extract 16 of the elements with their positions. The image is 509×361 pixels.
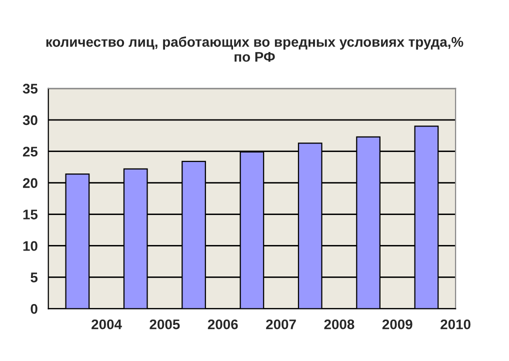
x-tick-label: 2009 [382, 319, 412, 330]
y-tick-label: 0 [30, 304, 38, 314]
y-tick-label: 15 [23, 210, 38, 220]
y-tick-label: 20 [22, 178, 38, 188]
x-tick-label: 2006 [208, 319, 238, 330]
x-tick-label: 2005 [150, 319, 180, 330]
chart-title: количество лиц, работающих во вредных условиях труда,% по РФ [46, 36, 464, 62]
x-tick-label: 2004 [92, 319, 122, 330]
y-tick-label: 25 [22, 146, 38, 157]
y-tick-label: 30 [22, 115, 38, 126]
x-tick-label: 2010 [440, 319, 470, 330]
x-tick-label: 2008 [324, 319, 354, 330]
y-tick-label: 10 [23, 241, 38, 251]
y-tick-label: 35 [22, 84, 38, 94]
x-tick-label: 2007 [266, 319, 296, 330]
y-tick-label: 5 [30, 272, 38, 282]
